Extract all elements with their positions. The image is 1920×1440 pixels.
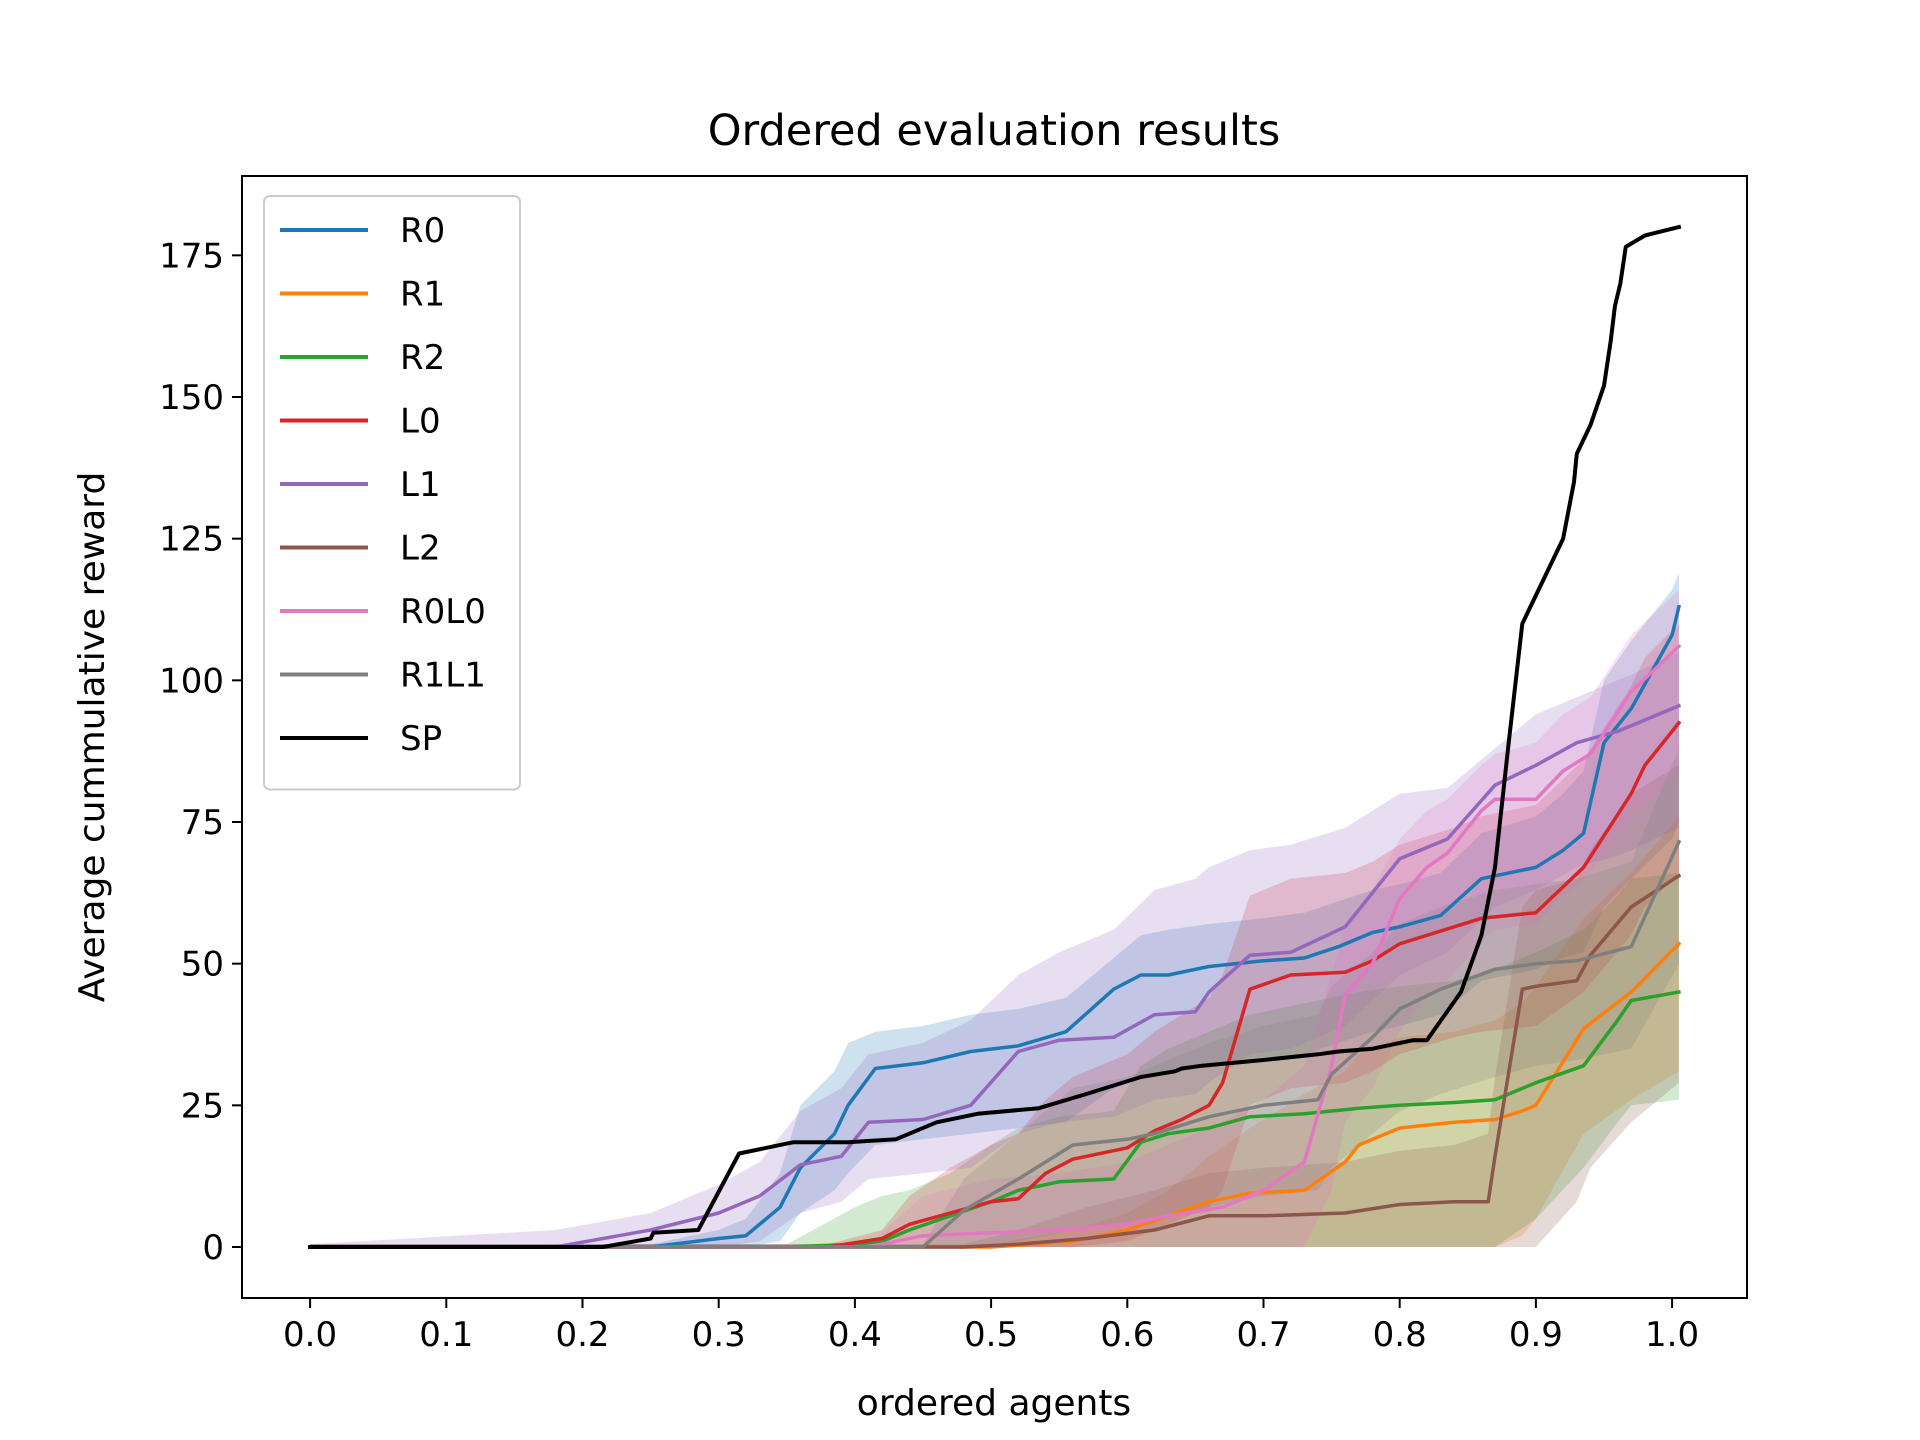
band-r2 [310,873,1679,1247]
x-tick-label: 0.0 [283,1315,337,1355]
legend-label-l0: L0 [400,402,441,442]
band-r1 [310,816,1679,1247]
legend-label-l1: L1 [400,465,441,505]
legend-label-r1l1: R1L1 [400,656,486,696]
legend-box [263,195,521,791]
series-line-r1 [308,941,1682,1249]
y-tick-label: 75 [181,803,224,843]
series-line-l1 [308,703,1682,1249]
x-tick-label: 0.6 [1100,1315,1154,1355]
y-tick-label: 125 [159,520,224,560]
legend: R0 R1 R2 L0 L1 L2 R0L0 R1L1 SP [263,195,521,791]
series-line-l2 [308,873,1682,1249]
series-line-l0 [308,720,1682,1249]
x-tick-label: 1.0 [1645,1315,1699,1355]
plot-area-frame [241,175,1748,1299]
series-lines [308,224,1682,1249]
y-tick-label: 150 [159,378,224,418]
legend-label-r0l0: R0L0 [400,592,486,632]
x-tick-label: 0.4 [828,1315,882,1355]
series-line-r0l0 [308,643,1682,1249]
x-tick-label: 0.1 [419,1315,473,1355]
x-tick-label: 0.7 [1236,1315,1290,1355]
y-tick-label: 50 [181,945,224,985]
x-tick-label: 0.9 [1509,1315,1563,1355]
series-line-r0 [308,604,1682,1249]
series-line-r2 [308,989,1681,1249]
band-l0 [310,623,1679,1247]
x-tick-label: 0.8 [1373,1315,1427,1355]
legend-label-sp: SP [400,719,442,759]
band-l1 [310,652,1679,1247]
y-axis: 0 25 50 75 100 125 150 175 [159,236,242,1268]
x-tick-label: 0.2 [555,1315,609,1355]
band-l2 [310,765,1679,1247]
x-axis-label: ordered agents [857,1383,1131,1424]
y-tick-label: 25 [181,1086,224,1126]
x-tick-label: 0.3 [692,1315,746,1355]
legend-label-r2: R2 [400,338,445,378]
x-tick-label: 0.5 [964,1315,1018,1355]
band-r1l1 [310,748,1679,1247]
chart-title: Ordered evaluation results [708,106,1281,156]
legend-label-r1: R1 [400,275,445,315]
y-tick-label: 100 [159,661,224,701]
legend-label-l2: L2 [400,529,441,569]
legend-label-r0: R0 [400,211,445,251]
y-tick-label: 175 [159,236,224,276]
series-line-r1l1 [308,839,1682,1249]
series-line-sp [308,224,1682,1249]
band-r0l0 [310,589,1679,1247]
y-axis-label: Average cummulative reward [72,472,113,1003]
y-tick-label: 0 [202,1228,224,1268]
x-axis: 0.0 0.1 0.2 0.3 0.4 0.5 0.6 0.7 0.8 0.9 1.0 [283,1298,1699,1355]
